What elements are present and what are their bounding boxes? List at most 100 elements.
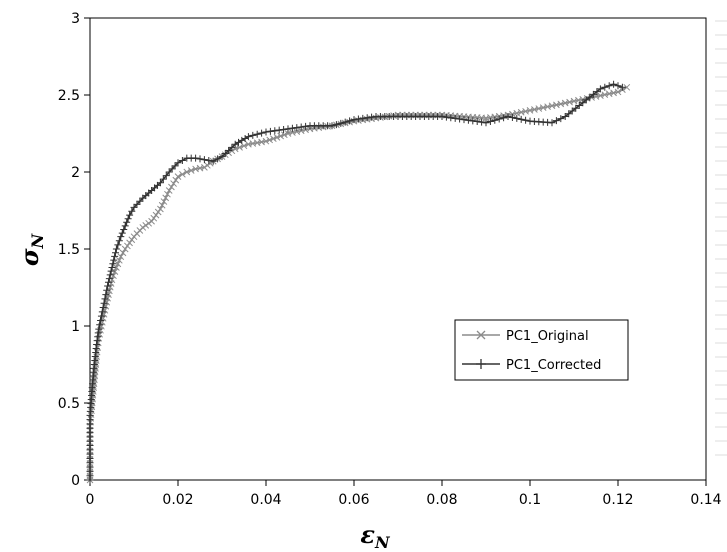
data-point [187, 167, 195, 174]
data-point [266, 127, 274, 135]
data-point [557, 115, 565, 123]
data-point [579, 99, 587, 107]
data-point [98, 308, 106, 316]
data-point [552, 117, 560, 125]
data-point [346, 117, 354, 125]
data-point [350, 116, 358, 124]
data-point [117, 233, 125, 241]
data-point [288, 124, 296, 132]
data-point [93, 340, 101, 348]
data-point [262, 128, 270, 136]
legend-marker-corrected [476, 359, 486, 369]
data-point [469, 117, 477, 125]
legend-marker-original [476, 330, 486, 340]
data-point [271, 127, 279, 135]
data-point [368, 113, 376, 121]
data-point [478, 118, 486, 126]
data-point [115, 237, 123, 245]
data-point [284, 125, 292, 133]
data-point [120, 225, 128, 233]
data-point [178, 156, 186, 164]
data-point [164, 190, 171, 198]
data-point [205, 156, 213, 164]
data-point [601, 83, 609, 91]
data-point [196, 155, 204, 163]
data-point [244, 133, 252, 141]
data-point [464, 116, 472, 124]
y-axis-title: σN [15, 232, 47, 266]
data-point [341, 118, 349, 126]
data-point [174, 173, 182, 180]
data-point [273, 133, 281, 141]
data-point [328, 122, 336, 130]
data-point [582, 96, 590, 104]
data-point [228, 143, 236, 151]
data-point [115, 256, 123, 264]
data-point [121, 245, 129, 253]
data-point [101, 295, 109, 303]
legend: PC1_Original PC1_Corrected [454, 319, 629, 381]
data-point [114, 260, 122, 268]
data-point [145, 219, 153, 227]
data-point [123, 218, 131, 226]
data-point [128, 236, 136, 244]
data-point [117, 253, 125, 261]
data-point [209, 157, 217, 165]
data-point [162, 172, 170, 180]
data-point [102, 291, 110, 299]
x-tick-label: 0.06 [338, 492, 369, 508]
data-point [103, 286, 111, 294]
data-point [128, 207, 136, 215]
data-point [354, 115, 362, 123]
data-point [121, 222, 129, 230]
data-point [158, 201, 166, 209]
data-point [495, 115, 503, 123]
legend-box [454, 319, 629, 381]
data-point [460, 116, 468, 124]
data-point [201, 164, 208, 171]
data-point [126, 211, 134, 219]
data-point [200, 156, 208, 164]
data-point [442, 113, 450, 121]
data-point [275, 126, 283, 134]
x-tick-label: 0.04 [250, 492, 281, 508]
data-point [104, 278, 112, 286]
data-point [618, 83, 626, 91]
data-point [238, 136, 246, 144]
data-point [508, 113, 516, 121]
x-tick-label: 0 [86, 492, 95, 508]
data-point [451, 114, 459, 122]
data-point [192, 154, 200, 162]
data-point [623, 83, 631, 91]
data-point [241, 135, 249, 143]
data-point [504, 113, 512, 121]
data-point [112, 249, 120, 257]
data-point [172, 176, 180, 184]
data-point [266, 136, 274, 144]
x-tick-label: 0.14 [690, 492, 721, 508]
data-point [297, 123, 305, 131]
data-point [110, 256, 118, 264]
data-point [491, 116, 499, 124]
data-point [522, 116, 530, 124]
data-point [179, 170, 186, 178]
series-line [89, 83, 623, 480]
data-point [107, 267, 115, 275]
data-point [159, 175, 167, 183]
legend-label-corrected: PC1_Corrected [506, 358, 601, 373]
data-point [517, 115, 525, 123]
data-point [596, 85, 604, 93]
data-point [589, 90, 597, 98]
data-point [593, 88, 601, 96]
x-tick-label: 0.08 [426, 492, 457, 508]
data-point [280, 125, 288, 133]
data-point [165, 187, 173, 194]
data-point [183, 168, 191, 176]
data-point [332, 121, 340, 129]
data-point [133, 200, 141, 208]
data-point [262, 137, 270, 145]
x-axis-ticks: 0 0.02 0.04 0.06 0.08 0.1 0.12 0.14 [86, 480, 722, 508]
data-point [139, 224, 147, 231]
data-point [610, 80, 618, 88]
